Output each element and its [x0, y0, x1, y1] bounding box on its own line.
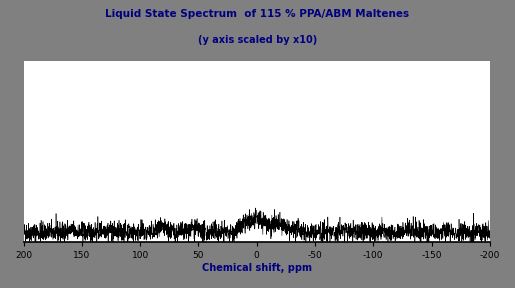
- X-axis label: Chemical shift, ppm: Chemical shift, ppm: [202, 263, 312, 273]
- Text: Liquid State Spectrum  of 115 % PPA/ABM Maltenes: Liquid State Spectrum of 115 % PPA/ABM M…: [106, 9, 409, 19]
- Text: (y axis scaled by x10): (y axis scaled by x10): [198, 35, 317, 45]
